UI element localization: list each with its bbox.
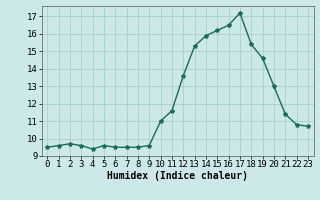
X-axis label: Humidex (Indice chaleur): Humidex (Indice chaleur) <box>107 171 248 181</box>
